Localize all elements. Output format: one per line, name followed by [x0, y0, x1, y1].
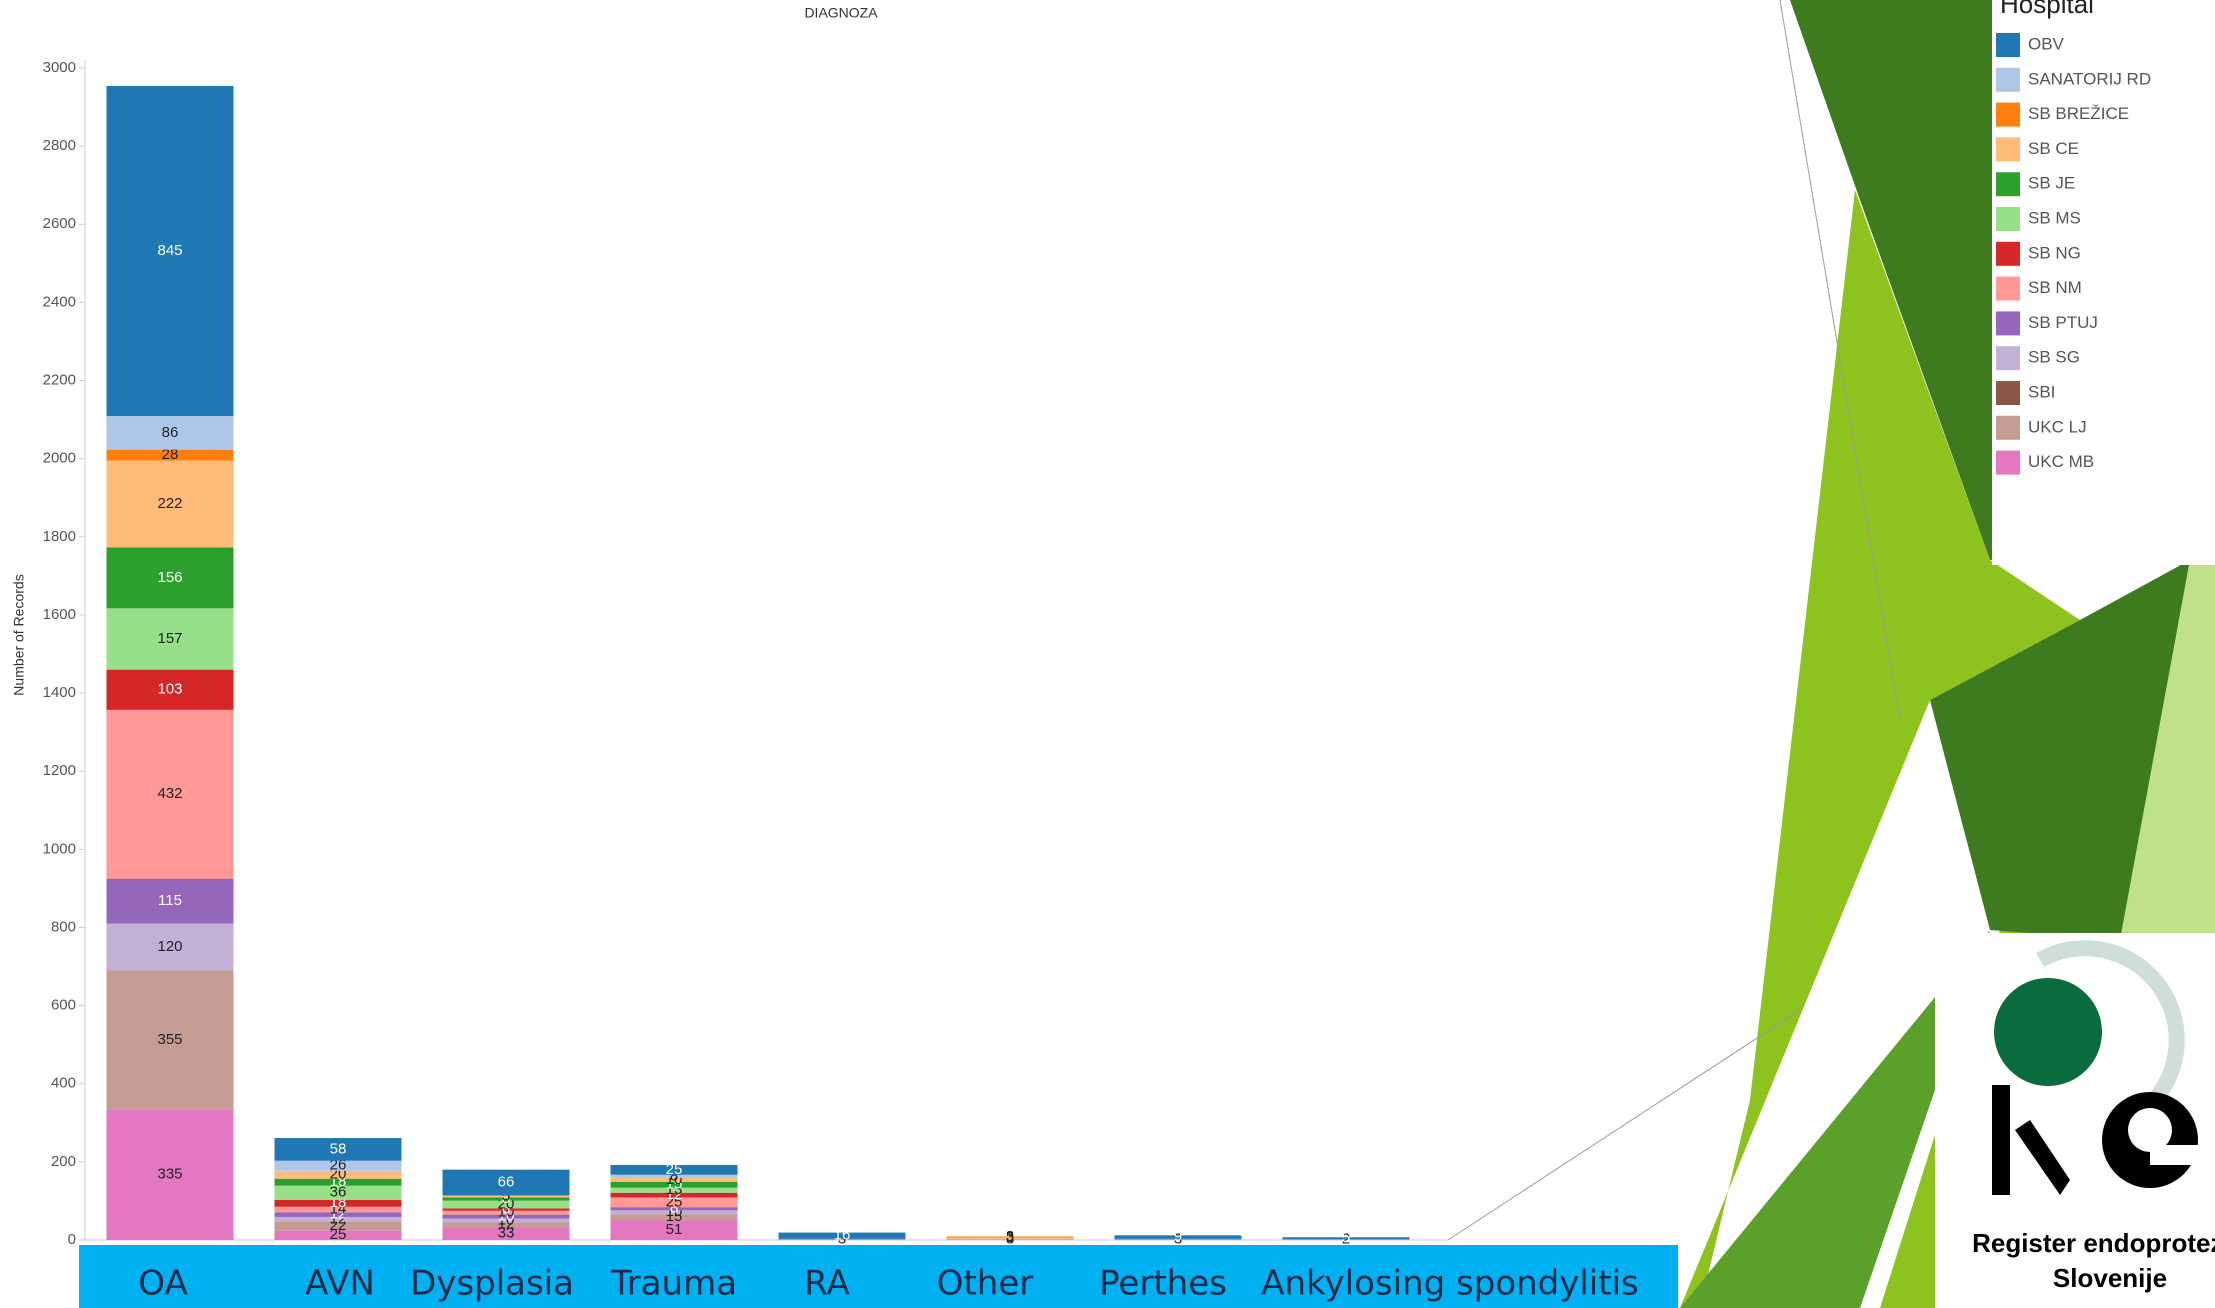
legend-label: SB MS — [2028, 208, 2081, 227]
data-label: 5 — [1342, 1229, 1350, 1246]
y-tick-label: 0 — [68, 1231, 76, 1248]
y-tick-label: 2800 — [43, 137, 76, 154]
data-label: 222 — [157, 495, 182, 512]
legend-label: SB NM — [2028, 278, 2082, 297]
y-tick-label: 200 — [51, 1153, 76, 1170]
legend-swatch — [1996, 137, 2020, 161]
legend-label: SB CE — [2028, 139, 2079, 158]
legend-label: SB JE — [2028, 174, 2075, 193]
legend-swatch — [1996, 416, 2020, 440]
x-tick-label: Perthes — [1099, 1264, 1227, 1304]
x-tick-label: Dysplasia — [410, 1264, 574, 1304]
x-tick-label: Other — [937, 1264, 1034, 1304]
data-label: 120 — [157, 938, 182, 955]
x-tick-label: RA — [804, 1264, 850, 1304]
data-label: 335 — [157, 1166, 182, 1183]
legend-swatch — [1996, 381, 2020, 405]
logo-text: Register endoproteze — [1972, 1228, 2215, 1258]
y-tick-label: 1800 — [43, 528, 76, 545]
legend-swatch — [1996, 207, 2020, 231]
x-tick-label: OA — [138, 1264, 187, 1304]
data-label: 157 — [157, 630, 182, 647]
x-tick-label: Trauma — [610, 1264, 737, 1304]
data-label: 66 — [498, 1174, 515, 1191]
data-label: 58 — [330, 1140, 347, 1157]
legend-label: SANATORIJ RD — [2028, 69, 2151, 88]
legend-swatch — [1996, 242, 2020, 266]
data-label: 86 — [162, 424, 179, 441]
legend-label: SB NG — [2028, 243, 2081, 262]
slide: Register endoproteze Slovenije DIAGNOZA … — [0, 0, 2215, 1308]
y-tick-label: 1400 — [43, 684, 76, 701]
logo-text: Slovenije — [2053, 1263, 2167, 1293]
y-tick-label: 1600 — [43, 606, 76, 623]
decoration — [1448, 0, 2215, 1308]
y-tick-label: 600 — [51, 997, 76, 1014]
legend-swatch — [1996, 311, 2020, 335]
data-label: 103 — [157, 681, 182, 698]
y-tick-label: 800 — [51, 918, 76, 935]
y-tick-label: 1000 — [43, 840, 76, 857]
y-axis-title: Number of Records — [11, 574, 27, 695]
legend-label: SB PTUJ — [2028, 313, 2098, 332]
legend-swatch — [1996, 68, 2020, 92]
data-label: 156 — [157, 569, 182, 586]
y-tick-label: 2000 — [43, 450, 76, 467]
legend-swatch — [1996, 451, 2020, 475]
data-label: 432 — [157, 785, 182, 802]
x-tick-label: Ankylosing spondylitis — [1261, 1264, 1639, 1304]
data-label: 355 — [157, 1031, 182, 1048]
legend-title: Hospital — [2000, 0, 2094, 19]
y-tick-label: 400 — [51, 1075, 76, 1092]
legend-label: SBI — [2028, 382, 2055, 401]
legend-swatch — [1996, 103, 2020, 127]
y-tick-label: 2600 — [43, 215, 76, 232]
legend-swatch — [1996, 172, 2020, 196]
legend-swatch — [1996, 277, 2020, 301]
y-tick-label: 3000 — [43, 59, 76, 76]
legend-swatch — [1996, 346, 2020, 370]
legend-swatch — [1996, 33, 2020, 57]
data-label: 25 — [666, 1161, 683, 1178]
x-tick-label: AVN — [305, 1264, 375, 1304]
legend-label: UKC MB — [2028, 452, 2094, 471]
legend-label: SB SG — [2028, 348, 2080, 367]
data-label: 16 — [834, 1227, 851, 1244]
data-label: 9 — [1174, 1228, 1182, 1245]
data-label: 115 — [158, 892, 182, 909]
legend-label: OBV — [2028, 34, 2065, 53]
y-tick-label: 2400 — [43, 293, 76, 310]
y-tick-label: 1200 — [43, 762, 76, 779]
data-label: 845 — [157, 242, 182, 259]
y-tick-label: 2200 — [43, 372, 76, 389]
data-label: 3 — [1006, 1228, 1014, 1245]
x-axis-title: DIAGNOZA — [804, 5, 878, 21]
legend-label: SB BREŽICE — [2028, 104, 2129, 123]
legend-label: UKC LJ — [2028, 417, 2087, 436]
